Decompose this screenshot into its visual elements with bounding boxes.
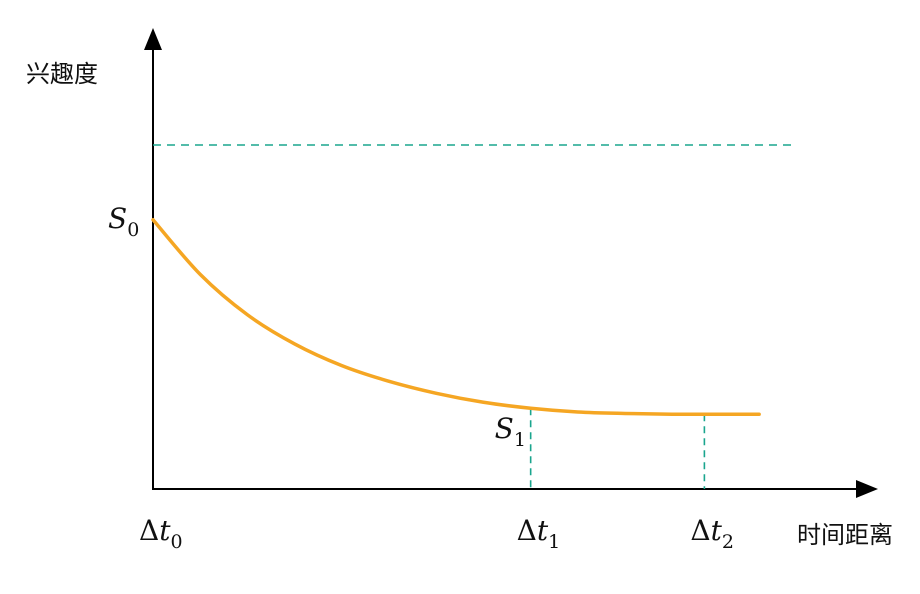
point-annotation-0: S1 <box>495 412 526 451</box>
x-axis-label: 时间距离 <box>797 521 893 549</box>
x-axis-arrow-icon <box>856 480 878 498</box>
y-annotation-0: S0 <box>108 202 139 241</box>
y-axis-arrow-icon <box>144 28 162 50</box>
axes <box>144 28 878 498</box>
x-marker-label-0: Δt0 <box>139 514 183 553</box>
math-labels: S0 S1 Δt0 Δt1 Δt2 <box>108 202 734 553</box>
y-axis-label: 兴趣度 <box>26 60 98 88</box>
marker-lines <box>529 408 706 489</box>
interest-curve <box>151 218 761 417</box>
x-marker-label-2: Δt2 <box>690 514 734 553</box>
x-marker-label-1: Δt1 <box>517 514 561 553</box>
